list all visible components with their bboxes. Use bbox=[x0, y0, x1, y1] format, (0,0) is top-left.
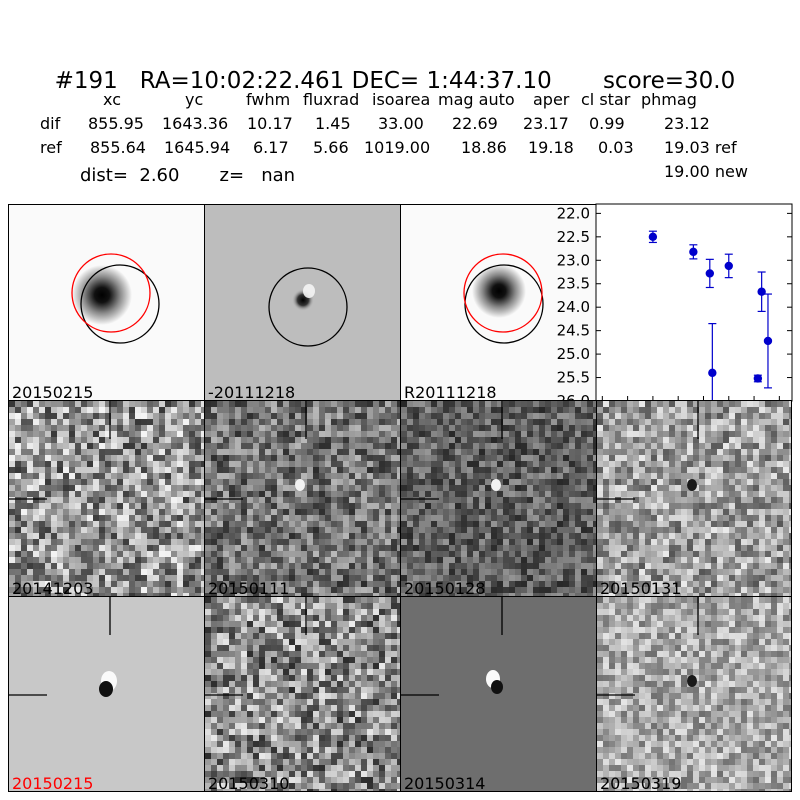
light-curve-panel: 22.022.523.023.524.024.525.025.526.0−120… bbox=[557, 203, 793, 423]
data-point bbox=[757, 287, 766, 296]
aperture-circle-black bbox=[268, 267, 348, 347]
epoch-stamp: 20150131 bbox=[596, 400, 792, 597]
stamp-label: 20150319 bbox=[600, 774, 682, 792]
col-yc: yc bbox=[185, 90, 204, 109]
noise-image bbox=[401, 401, 596, 596]
stamp-label: 20150215 bbox=[12, 383, 94, 401]
stamp-label: R20111218 bbox=[404, 383, 497, 401]
dif-mag-auto: 22.69 bbox=[452, 114, 498, 133]
dif-xc: 855.95 bbox=[88, 114, 144, 133]
aperture-circle-black bbox=[80, 264, 160, 344]
noise-image bbox=[597, 597, 791, 791]
stamp-ref: R20111218 bbox=[400, 204, 597, 401]
ytick-label: 22.0 bbox=[557, 204, 590, 222]
noise-image bbox=[597, 401, 791, 596]
candidate-id: #191 bbox=[54, 68, 118, 94]
col-aper: aper bbox=[533, 90, 570, 109]
col-fluxrad: fluxrad bbox=[303, 90, 360, 109]
ytick-label: 25.0 bbox=[557, 345, 590, 363]
epoch-stamp: 20150314 bbox=[400, 596, 597, 792]
epoch-stamp: 20150310 bbox=[204, 596, 401, 792]
ytick-label: 23.0 bbox=[557, 251, 590, 269]
stamp-label: 20150310 bbox=[208, 774, 290, 792]
ref-phmag: 19.03 ref bbox=[664, 138, 737, 157]
stamp-label-current: 20150215 bbox=[12, 774, 94, 792]
ref-fluxrad: 5.66 bbox=[313, 138, 349, 157]
dif-phmag: 23.12 bbox=[664, 114, 710, 133]
dipole-image bbox=[401, 597, 596, 791]
aperture-circle-red bbox=[71, 253, 151, 333]
ra-value: RA=10:02:22.461 bbox=[139, 68, 345, 94]
stamp-new: 20150215 bbox=[8, 204, 205, 401]
ytick-label: 23.5 bbox=[557, 275, 590, 293]
data-point bbox=[708, 368, 717, 378]
col-cl-star: cl star bbox=[581, 90, 631, 109]
dec-value: DEC= 1:44:37.10 bbox=[351, 68, 552, 94]
stamp-diff-image bbox=[205, 205, 400, 400]
ref-aper: 19.18 bbox=[528, 138, 574, 157]
data-point bbox=[724, 261, 733, 271]
epoch-stamp: 20150319 bbox=[596, 596, 792, 792]
data-point bbox=[705, 269, 715, 278]
col-phmag: phmag bbox=[641, 90, 697, 109]
ytick-label: 24.0 bbox=[557, 298, 590, 316]
ref-cl-star: 0.03 bbox=[598, 138, 634, 157]
ref-yc: 1645.94 bbox=[164, 138, 231, 157]
stamp-label: 20150128 bbox=[404, 579, 486, 597]
col-isoarea: isoarea bbox=[372, 90, 431, 109]
ref-isoarea: 1019.00 bbox=[364, 138, 431, 157]
noise-image bbox=[9, 401, 204, 596]
ytick-label: 25.5 bbox=[557, 369, 590, 387]
dif-fluxrad: 1.45 bbox=[315, 114, 351, 133]
stamp-label: -20111218 bbox=[208, 383, 296, 401]
score-value: score=30.0 bbox=[602, 68, 736, 94]
row-dif-name: dif bbox=[40, 114, 61, 133]
ref-mag-auto: 18.86 bbox=[461, 138, 507, 157]
stamp-ref-image bbox=[401, 205, 596, 400]
col-xc: xc bbox=[103, 90, 121, 109]
stamp-label: 20150314 bbox=[404, 774, 486, 792]
data-point bbox=[689, 247, 698, 257]
col-mag-auto: mag auto bbox=[438, 90, 515, 109]
epoch-stamp: 20150215 bbox=[8, 596, 205, 792]
noise-image bbox=[205, 401, 400, 596]
ytick-label: 24.5 bbox=[557, 322, 590, 340]
col-fwhm: fwhm bbox=[246, 90, 291, 109]
ytick-label: 22.5 bbox=[557, 228, 590, 246]
epoch-stamp: 20150128 bbox=[400, 400, 597, 597]
dif-aper: 23.17 bbox=[523, 114, 569, 133]
data-point bbox=[753, 374, 763, 383]
ref-xc: 855.64 bbox=[90, 138, 146, 157]
stamp-diff: -20111218 bbox=[204, 204, 401, 401]
stamp-new-image bbox=[9, 205, 204, 400]
epoch-stamp: 20141203 bbox=[8, 400, 205, 597]
dist-z-line: dist= 2.60 z= nan bbox=[80, 165, 296, 186]
new-phmag: 19.00 new bbox=[664, 162, 748, 181]
stamp-label: 20141203 bbox=[12, 579, 94, 597]
stamp-label: 20150131 bbox=[600, 579, 682, 597]
candidate-title: #191 RA=10:02:22.461 DEC= 1:44:37.10 sco… bbox=[40, 42, 736, 94]
aperture-circle-red bbox=[463, 253, 543, 333]
dif-cl-star: 0.99 bbox=[589, 114, 625, 133]
row-ref-name: ref bbox=[40, 138, 62, 157]
dif-isoarea: 33.00 bbox=[378, 114, 424, 133]
data-point bbox=[763, 336, 773, 346]
plot-frame bbox=[595, 203, 793, 402]
light-curve-chart: 22.022.523.023.524.024.525.025.526.0−120… bbox=[557, 203, 793, 423]
dif-yc: 1643.36 bbox=[162, 114, 229, 133]
dipole-image bbox=[9, 597, 204, 791]
dif-fwhm: 10.17 bbox=[247, 114, 293, 133]
stamp-label: 20150111 bbox=[208, 579, 290, 597]
ref-fwhm: 6.17 bbox=[253, 138, 289, 157]
epoch-stamp: 20150111 bbox=[204, 400, 401, 597]
noise-image bbox=[205, 597, 400, 791]
data-point bbox=[648, 232, 658, 242]
